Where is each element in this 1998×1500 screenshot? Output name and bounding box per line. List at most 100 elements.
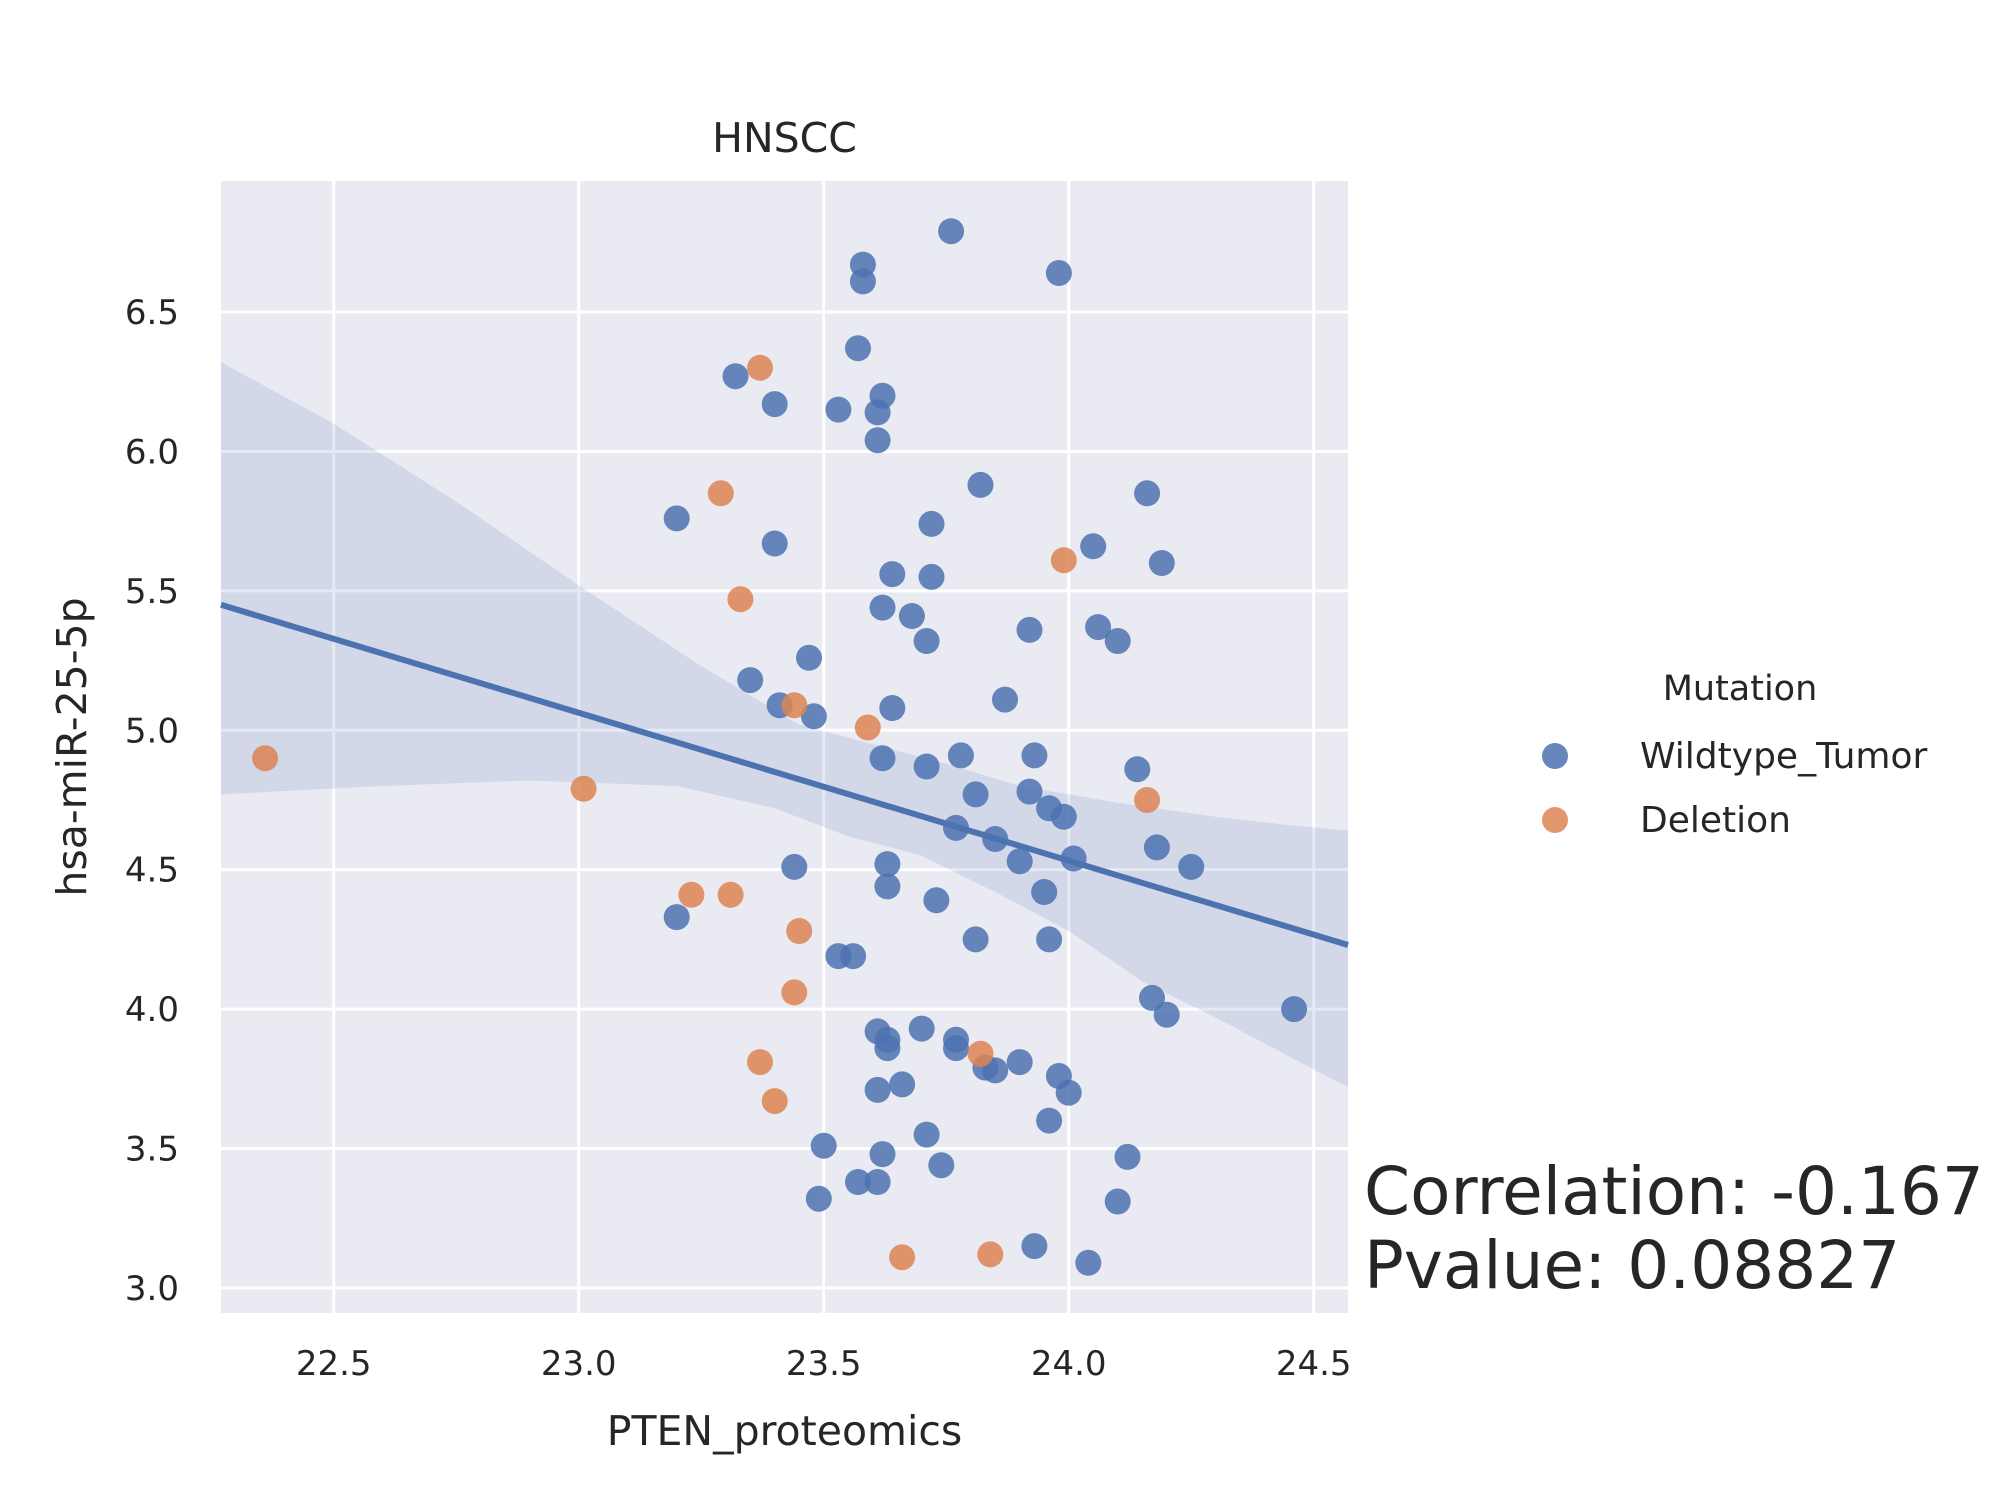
point-deletion xyxy=(707,480,734,507)
point-deletion xyxy=(854,714,881,741)
point-deletion xyxy=(747,354,773,381)
point-deletion xyxy=(717,881,744,908)
y-tick-label: 6.0 xyxy=(125,432,179,472)
point-deletion xyxy=(747,1049,773,1076)
legend-marker-wildtype-tumor xyxy=(1542,743,1568,769)
point-wildtype-tumor xyxy=(864,1169,891,1195)
point-wildtype-tumor xyxy=(1104,628,1131,654)
point-wildtype-tumor xyxy=(898,603,925,629)
point-deletion xyxy=(761,1088,788,1115)
y-tick-label: 6.5 xyxy=(125,293,179,333)
point-wildtype-tumor xyxy=(1021,742,1048,769)
regression-line-layer xyxy=(220,601,1349,948)
legend-title: Mutation xyxy=(1663,669,1818,709)
point-wildtype-tumor xyxy=(962,781,989,808)
point-wildtype-tumor xyxy=(1055,1079,1082,1106)
point-wildtype-tumor xyxy=(1006,848,1033,875)
point-wildtype-tumor xyxy=(938,218,965,245)
point-wildtype-tumor xyxy=(1148,550,1175,576)
point-wildtype-tumor xyxy=(1021,1233,1048,1260)
point-wildtype-tumor xyxy=(992,686,1018,713)
y-tick-label: 3.5 xyxy=(125,1129,179,1169)
point-wildtype-tumor xyxy=(1104,1188,1131,1215)
point-wildtype-tumor xyxy=(869,1141,896,1168)
point-deletion xyxy=(727,586,754,613)
x-tick-label: 22.5 xyxy=(296,1344,372,1384)
grid-lines xyxy=(221,181,1348,1313)
y-tick-label: 3.0 xyxy=(125,1269,179,1309)
point-wildtype-tumor xyxy=(874,851,901,878)
point-wildtype-tumor xyxy=(1006,1049,1033,1076)
point-wildtype-tumor xyxy=(761,530,788,557)
point-wildtype-tumor xyxy=(796,644,822,671)
point-wildtype-tumor xyxy=(923,887,950,914)
point-wildtype-tumor xyxy=(913,628,940,654)
point-wildtype-tumor xyxy=(1016,616,1043,643)
legend-marker-deletion xyxy=(1542,807,1568,833)
point-wildtype-tumor xyxy=(840,943,867,970)
point-wildtype-tumor xyxy=(879,695,906,721)
point-wildtype-tumor xyxy=(810,1132,837,1159)
point-wildtype-tumor xyxy=(864,399,891,426)
x-axis-title: PTEN_proteomics xyxy=(607,1407,963,1455)
point-deletion xyxy=(570,775,597,802)
point-deletion xyxy=(781,692,808,719)
y-tick-label: 5.5 xyxy=(125,572,179,612)
point-wildtype-tumor xyxy=(722,363,749,390)
point-wildtype-tumor xyxy=(1036,1107,1063,1134)
point-wildtype-tumor xyxy=(918,563,945,590)
point-wildtype-tumor xyxy=(1114,1143,1141,1170)
chart-title: HNSCC xyxy=(712,114,857,162)
y-tick-label: 4.0 xyxy=(125,990,179,1030)
point-deletion xyxy=(977,1241,1004,1268)
plot-area xyxy=(221,181,1348,1313)
x-tick-labels: 22.5 23.0 23.5 24.0 24.5 xyxy=(296,1344,1352,1384)
regression-line xyxy=(220,601,1349,948)
point-wildtype-tumor xyxy=(1031,879,1058,905)
point-wildtype-tumor xyxy=(943,1035,969,1062)
point-wildtype-tumor xyxy=(800,703,827,730)
x-tick-label: 23.5 xyxy=(786,1344,862,1384)
y-tick-labels: 3.0 3.5 4.0 4.5 5.0 5.5 6.0 6.5 xyxy=(125,293,179,1309)
point-wildtype-tumor xyxy=(663,505,690,532)
point-wildtype-tumor xyxy=(913,1121,940,1148)
point-deletion xyxy=(967,1040,994,1067)
point-wildtype-tumor xyxy=(1124,756,1151,783)
point-wildtype-tumor xyxy=(962,926,989,953)
point-wildtype-tumor xyxy=(869,745,896,772)
point-deletion xyxy=(781,979,808,1006)
point-wildtype-tumor xyxy=(1036,926,1063,953)
data-points xyxy=(252,218,1308,1276)
point-deletion xyxy=(1050,547,1077,574)
y-tick-label: 4.5 xyxy=(125,851,179,891)
x-tick-label: 24.0 xyxy=(1031,1344,1107,1384)
point-wildtype-tumor xyxy=(874,873,901,900)
point-wildtype-tumor xyxy=(1016,778,1043,805)
point-wildtype-tumor xyxy=(849,268,876,295)
correlation-annotation: Correlation: -0.167 xyxy=(1364,1153,1984,1230)
point-wildtype-tumor xyxy=(967,471,994,498)
pvalue-annotation: Pvalue: 0.08827 xyxy=(1364,1227,1900,1304)
point-wildtype-tumor xyxy=(781,853,808,880)
x-tick-label: 24.5 xyxy=(1276,1344,1352,1384)
point-wildtype-tumor xyxy=(864,427,891,454)
point-wildtype-tumor xyxy=(1281,996,1308,1023)
y-tick-label: 5.0 xyxy=(125,711,179,751)
point-wildtype-tumor xyxy=(928,1152,955,1179)
point-wildtype-tumor xyxy=(982,1057,1009,1084)
point-wildtype-tumor xyxy=(1139,984,1165,1011)
point-wildtype-tumor xyxy=(889,1071,916,1098)
point-wildtype-tumor xyxy=(1085,614,1112,641)
point-wildtype-tumor xyxy=(737,667,764,694)
point-wildtype-tumor xyxy=(913,753,940,780)
confidence-band-layer xyxy=(221,362,1348,1088)
legend: Mutation Wildtype_Tumor Deletion xyxy=(1542,669,1928,841)
point-wildtype-tumor xyxy=(918,510,945,537)
point-wildtype-tumor xyxy=(874,1035,901,1062)
point-deletion xyxy=(678,881,705,908)
point-wildtype-tumor xyxy=(663,904,690,931)
point-wildtype-tumor xyxy=(1134,480,1161,507)
point-wildtype-tumor xyxy=(1178,853,1205,880)
point-wildtype-tumor xyxy=(1143,834,1170,861)
